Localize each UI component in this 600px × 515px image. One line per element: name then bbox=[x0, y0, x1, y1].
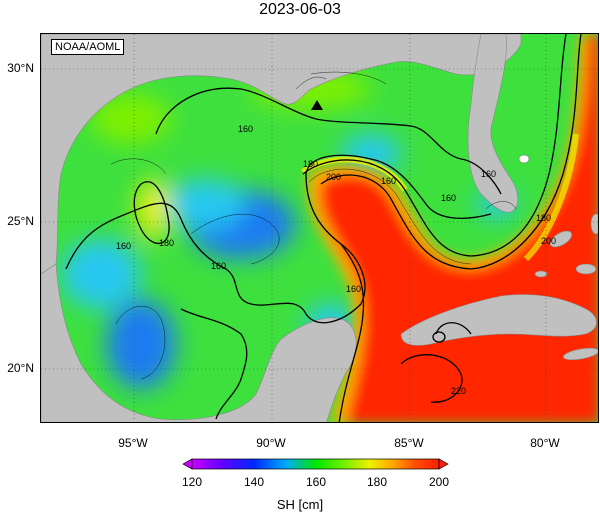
map-canvas: 160 160 160 160 160 160 180 180 180 200 … bbox=[41, 34, 598, 422]
credit-label: NOAA/AOML bbox=[51, 39, 125, 55]
colorbar-tick: 140 bbox=[243, 475, 265, 489]
lon-label-85w: 85°W bbox=[394, 436, 424, 450]
station-triangle-icon bbox=[311, 100, 323, 110]
sea-height-map: 160 160 160 160 160 160 180 180 180 200 … bbox=[40, 33, 599, 423]
contour-label: 160 bbox=[116, 241, 131, 251]
lon-label-80w: 80°W bbox=[530, 436, 560, 450]
lat-label-25n: 25°N bbox=[7, 214, 34, 228]
mexico-coast bbox=[41, 263, 357, 422]
colorbar-tick: 180 bbox=[366, 475, 388, 489]
lat-lon-grid bbox=[41, 34, 598, 422]
contour-label: 160 bbox=[238, 124, 253, 134]
colorbar-tick: 200 bbox=[428, 475, 450, 489]
contour-label: 180 bbox=[159, 238, 174, 248]
lat-label-30n: 30°N bbox=[7, 61, 34, 75]
contour-label: 180 bbox=[536, 213, 551, 223]
lat-label-20n: 20°N bbox=[7, 361, 34, 375]
contour-label: 160 bbox=[346, 284, 361, 294]
contour-label: 160 bbox=[381, 176, 396, 186]
colorbar-tick: 160 bbox=[305, 475, 327, 489]
lon-label-90w: 90°W bbox=[256, 436, 286, 450]
colorbar bbox=[182, 458, 449, 470]
lon-label-95w: 95°W bbox=[118, 436, 148, 450]
contour-label: 200 bbox=[326, 172, 341, 182]
contour-label: 180 bbox=[303, 159, 318, 169]
cuba bbox=[400, 294, 597, 346]
contour-label: 160 bbox=[211, 261, 226, 271]
contour-label: 220 bbox=[451, 386, 466, 396]
contour-label: 160 bbox=[441, 193, 456, 203]
contour-label: 200 bbox=[541, 236, 556, 246]
colorbar-label: SH [cm] bbox=[276, 497, 324, 512]
contour-lines bbox=[65, 34, 582, 422]
map-title: 2023-06-03 bbox=[259, 1, 341, 18]
colorbar-tick: 120 bbox=[181, 475, 203, 489]
contour-label: 160 bbox=[481, 169, 496, 179]
contour-label-group: 160 160 160 160 160 160 180 180 180 200 … bbox=[116, 124, 556, 396]
us-gulf-coast bbox=[41, 34, 522, 275]
